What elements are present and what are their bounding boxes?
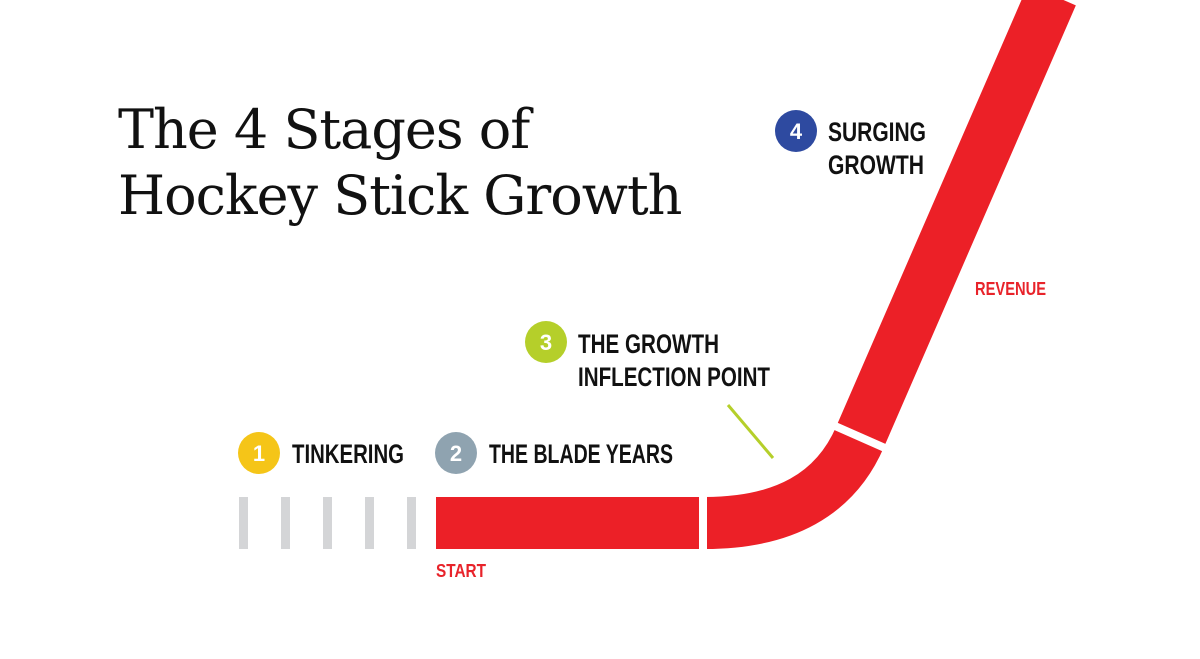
tinkering-bar [239,497,248,549]
stage-4-label-line-2: GROWTH [828,150,924,180]
tinkering-bar [365,497,374,549]
hockey-stick [436,0,1076,549]
revenue-label: REVENUE [975,279,1046,299]
tinkering-bar [281,497,290,549]
stage-4-number: 4 [790,119,803,144]
stage-3-label-line-2: INFLECTION POINT [578,362,770,392]
tinkering-bars [239,497,416,549]
tinkering-bar [407,497,416,549]
stage-2-label: THE BLADE YEARS [489,439,673,469]
stage-3-badge [525,321,567,363]
stick-gap-shaft [824,418,896,456]
title-line-1: The 4 Stages of [118,98,534,161]
stage-3-label-line-1: THE GROWTH [578,329,719,359]
tinkering-bar [323,497,332,549]
stage-1-badge [238,432,280,474]
stage-1: 1 TINKERING [238,432,404,474]
stage-2-badge [435,432,477,474]
stage-4-badge [775,110,817,152]
stage-1-label: TINKERING [292,439,404,469]
inflection-pointer [726,404,775,459]
stage-3-number: 3 [540,330,552,355]
stage-1-number: 1 [253,441,265,466]
stage-3: 3 THE GROWTH INFLECTION POINT [525,321,770,392]
stage-2: 2 THE BLADE YEARS [435,432,673,474]
stage-4: 4 SURGING GROWTH [775,110,926,180]
start-label: START [436,561,486,581]
stage-2-number: 2 [450,441,462,466]
title-line-2: Hockey Stick Growth [118,164,682,227]
stage-4-label-line-1: SURGING [828,117,926,147]
